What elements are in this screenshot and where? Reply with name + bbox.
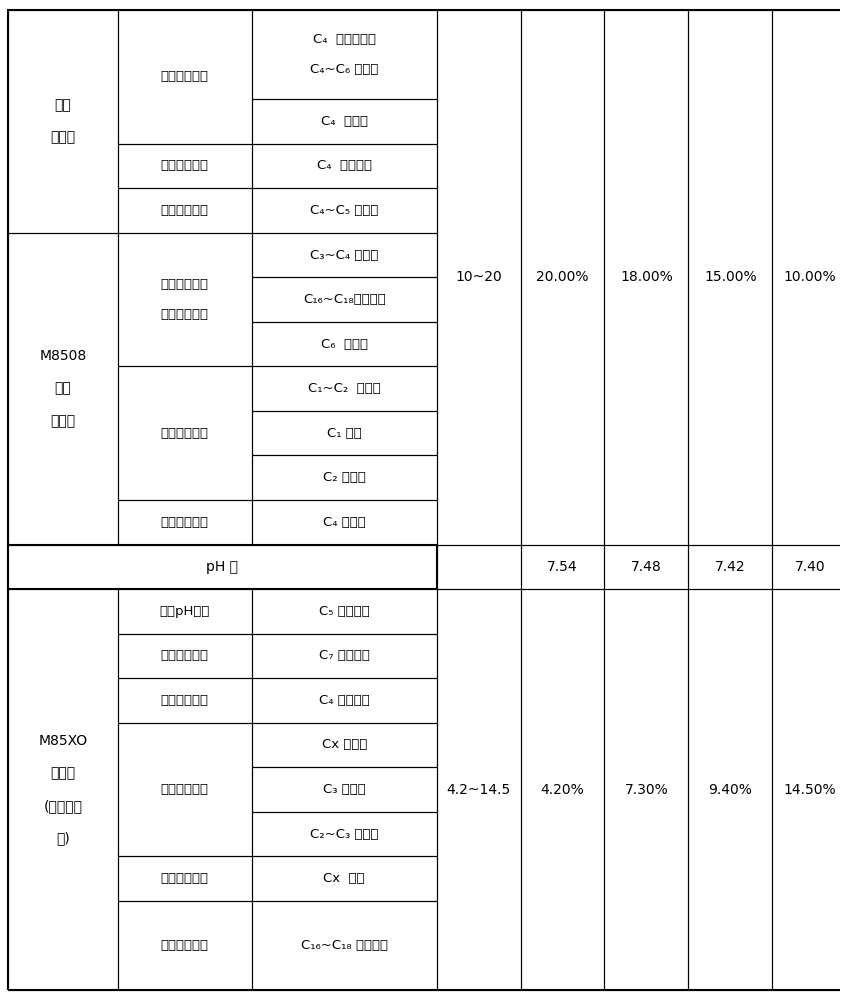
- Text: C₆  环烷烃: C₆ 环烷烃: [320, 338, 368, 351]
- Bar: [252, 856, 437, 901]
- Text: 14.50%: 14.50%: [784, 783, 836, 797]
- Bar: [117, 500, 252, 545]
- Text: 稳定pH组分: 稳定pH组分: [159, 605, 210, 618]
- Bar: [117, 233, 252, 366]
- Bar: [252, 901, 437, 990]
- Text: 10.00%: 10.00%: [784, 270, 836, 284]
- Bar: [252, 634, 437, 678]
- Text: 15.00%: 15.00%: [704, 270, 757, 284]
- Text: 7.48: 7.48: [631, 560, 662, 574]
- Text: C₂ 环烷烃: C₂ 环烷烃: [323, 471, 366, 484]
- Text: C₄ 脂肪酸酯: C₄ 脂肪酸酯: [319, 694, 369, 707]
- Text: 改善冷启组分: 改善冷启组分: [161, 783, 209, 796]
- Text: C₁₆~C₁₈ 脂肪酸皂: C₁₆~C₁₈ 脂肪酸皂: [301, 939, 388, 952]
- Text: 4.20%: 4.20%: [540, 783, 584, 797]
- Text: 油品

稳定剂: 油品 稳定剂: [51, 98, 76, 145]
- Bar: [252, 455, 437, 500]
- Text: Cx  烷烃: Cx 烷烃: [324, 872, 365, 885]
- Text: C₄  脂肪酸: C₄ 脂肪酸: [320, 115, 368, 128]
- Bar: [772, 10, 843, 545]
- Bar: [8, 545, 437, 589]
- Text: 稳定粘度组分: 稳定粘度组分: [161, 694, 209, 707]
- Text: C₃~C₄ 脂肪醇: C₃~C₄ 脂肪醇: [310, 249, 379, 262]
- Bar: [117, 188, 252, 233]
- Bar: [252, 188, 437, 233]
- Text: 稳定液相组分

提高热值组分: 稳定液相组分 提高热值组分: [161, 278, 209, 321]
- Text: 7.54: 7.54: [547, 560, 577, 574]
- Text: 10~20: 10~20: [455, 270, 502, 284]
- Text: pH 值: pH 值: [207, 560, 239, 574]
- Bar: [604, 589, 689, 990]
- Bar: [252, 723, 437, 767]
- Text: C₁ 烷烃: C₁ 烷烃: [327, 427, 362, 440]
- Bar: [252, 767, 437, 812]
- Text: 20.00%: 20.00%: [536, 270, 588, 284]
- Bar: [252, 589, 437, 634]
- Text: C₇ 正构烷烃: C₇ 正构烷烃: [319, 649, 369, 662]
- Bar: [252, 277, 437, 322]
- Text: 平衡酸碱组分: 平衡酸碱组分: [161, 70, 209, 83]
- Text: M8508

动力

增强剂: M8508 动力 增强剂: [40, 349, 87, 428]
- Text: C₁₆~C₁₈脂肪酸皂: C₁₆~C₁₈脂肪酸皂: [303, 293, 385, 306]
- Text: 馏程改进组分: 馏程改进组分: [161, 204, 209, 217]
- Bar: [252, 500, 437, 545]
- Bar: [252, 411, 437, 455]
- Bar: [117, 10, 252, 144]
- Bar: [437, 545, 520, 589]
- Bar: [604, 10, 689, 545]
- Bar: [437, 589, 520, 990]
- Text: C₃ 脂肪醚: C₃ 脂肪醚: [323, 783, 366, 796]
- Bar: [252, 10, 437, 99]
- Text: C₂~C₃ 脂肪醇: C₂~C₃ 脂肪醇: [310, 828, 379, 841]
- Bar: [689, 10, 772, 545]
- Text: 7.40: 7.40: [795, 560, 825, 574]
- Bar: [117, 678, 252, 723]
- Text: 燃烧催化组分: 燃烧催化组分: [161, 516, 209, 529]
- Bar: [117, 144, 252, 188]
- Bar: [117, 901, 252, 990]
- Bar: [252, 233, 437, 277]
- Bar: [117, 634, 252, 678]
- Bar: [772, 589, 843, 990]
- Bar: [8, 589, 117, 990]
- Bar: [520, 545, 604, 589]
- Text: 7.42: 7.42: [715, 560, 746, 574]
- Text: 稳定液相组分: 稳定液相组分: [161, 649, 209, 662]
- Bar: [252, 99, 437, 144]
- Text: 4.2~14.5: 4.2~14.5: [447, 783, 511, 797]
- Bar: [252, 678, 437, 723]
- Bar: [520, 10, 604, 545]
- Bar: [252, 144, 437, 188]
- Bar: [689, 589, 772, 990]
- Text: C₁~C₂  脂肪胺: C₁~C₂ 脂肪胺: [308, 382, 380, 395]
- Bar: [252, 322, 437, 366]
- Bar: [772, 545, 843, 589]
- Bar: [117, 589, 252, 634]
- Bar: [520, 589, 604, 990]
- Text: 7.30%: 7.30%: [625, 783, 668, 797]
- Text: C₄ 环烷烃: C₄ 环烷烃: [323, 516, 366, 529]
- Text: C₄  异构脂肪醇

C₄~C₆ 脂肪醇: C₄ 异构脂肪醇 C₄~C₆ 脂肪醇: [310, 33, 379, 76]
- Bar: [252, 812, 437, 856]
- Text: 馏程调节组分: 馏程调节组分: [161, 872, 209, 885]
- Bar: [8, 233, 117, 545]
- Text: 粘度改进组分: 粘度改进组分: [161, 159, 209, 172]
- Bar: [8, 10, 117, 233]
- Bar: [117, 366, 252, 500]
- Text: 9.40%: 9.40%: [708, 783, 752, 797]
- Bar: [117, 856, 252, 901]
- Text: 18.00%: 18.00%: [620, 270, 673, 284]
- Text: C₄~C₅ 脂肪醚: C₄~C₅ 脂肪醚: [310, 204, 379, 217]
- Text: Cx 脂肪醚: Cx 脂肪醚: [321, 738, 367, 752]
- Bar: [437, 10, 520, 545]
- Text: 助燃稳定组分: 助燃稳定组分: [161, 939, 209, 952]
- Bar: [117, 723, 252, 856]
- Text: M85XO

组分油

(以成品油

记): M85XO 组分油 (以成品油 记): [39, 734, 88, 845]
- Text: C₄  脂肪酸酯: C₄ 脂肪酸酯: [317, 159, 372, 172]
- Bar: [252, 366, 437, 411]
- Text: 增强动力组分: 增强动力组分: [161, 427, 209, 440]
- Bar: [604, 545, 689, 589]
- Text: C₅ 正构烷烃: C₅ 正构烷烃: [319, 605, 369, 618]
- Bar: [689, 545, 772, 589]
